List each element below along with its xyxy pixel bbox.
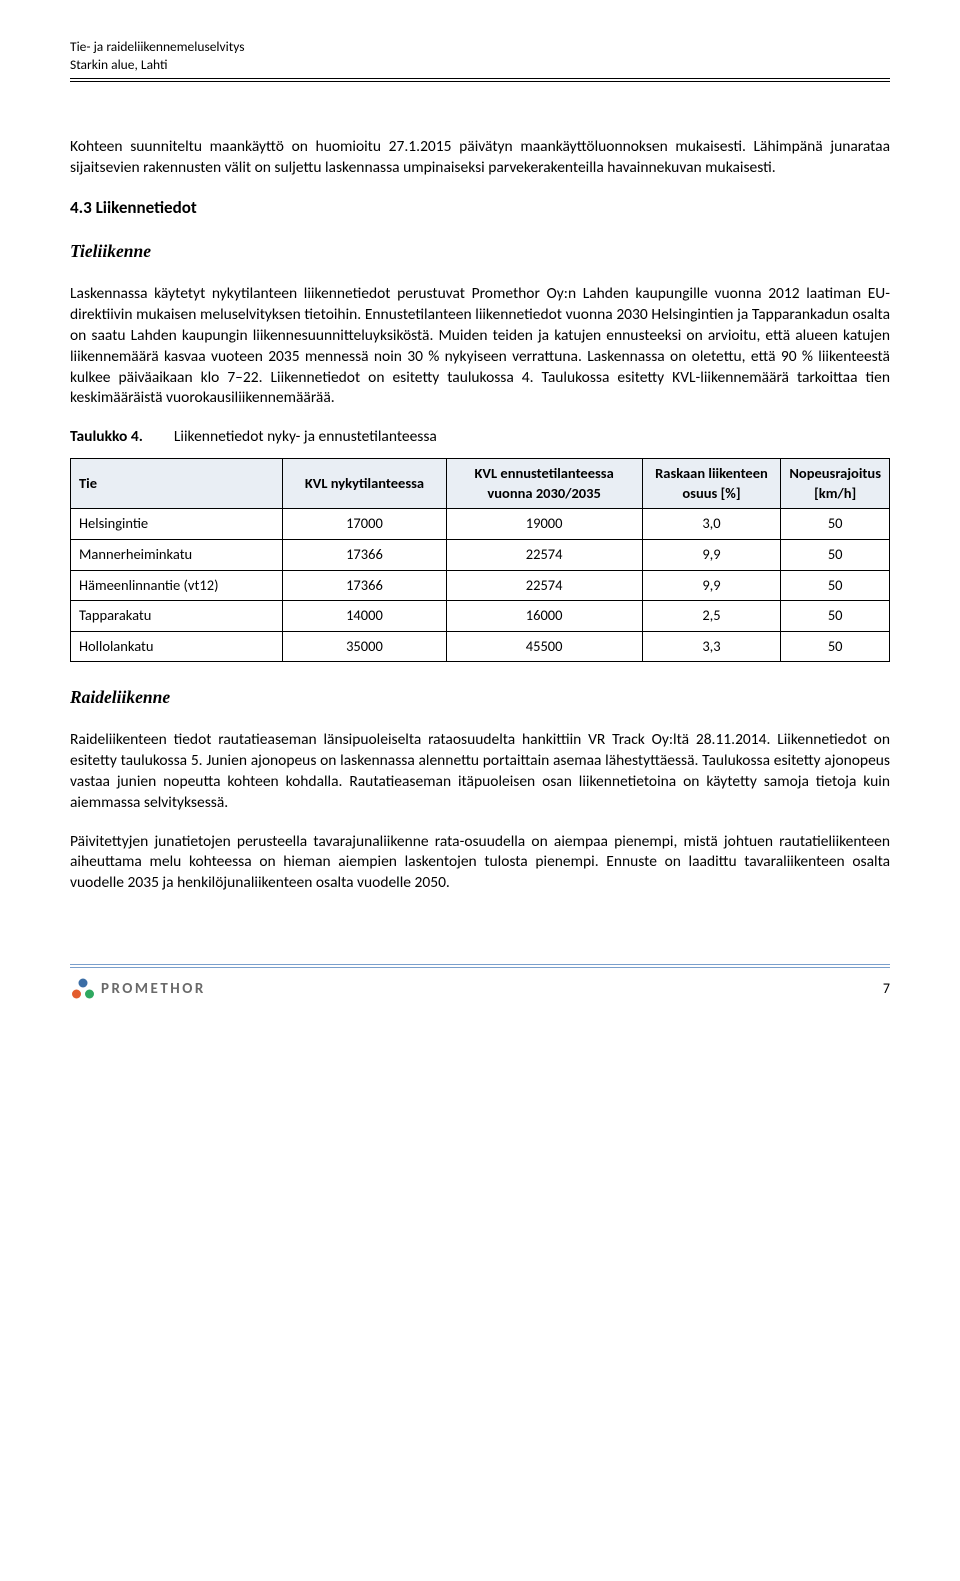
logo-icon (70, 978, 96, 1000)
cell-value: 45500 (446, 631, 642, 662)
page-footer: PROMETHOR 7 (70, 964, 890, 1000)
cell-value: 17000 (283, 509, 446, 540)
cell-value: 50 (781, 631, 890, 662)
cell-value: 3,0 (642, 509, 781, 540)
header-title-1: Tie- ja raideliikennemeluselvitys (70, 38, 890, 56)
cell-tie: Hämeenlinnantie (vt12) (71, 570, 283, 601)
th-tie: Tie (71, 459, 283, 509)
table-row: Hollolankatu35000455003,350 (71, 631, 890, 662)
table-row: Tapparakatu14000160002,550 (71, 601, 890, 632)
table-row: Helsingintie17000190003,050 (71, 509, 890, 540)
footer-rule-2 (70, 967, 890, 968)
th-nopeus: Nopeusrajoitus [km/h] (781, 459, 890, 509)
table-header-row: Tie KVL nykytilanteessa KVL ennustetilan… (71, 459, 890, 509)
table-row: Mannerheiminkatu17366225749,950 (71, 539, 890, 570)
cell-tie: Tapparakatu (71, 601, 283, 632)
header-title-2: Starkin alue, Lahti (70, 56, 890, 74)
paragraph-intro: Kohteen suunniteltu maankäyttö on huomio… (70, 137, 890, 179)
cell-value: 2,5 (642, 601, 781, 632)
cell-value: 9,9 (642, 539, 781, 570)
traffic-table: Tie KVL nykytilanteessa KVL ennustetilan… (70, 458, 890, 662)
cell-value: 22574 (446, 570, 642, 601)
cell-value: 50 (781, 570, 890, 601)
tieliikenne-paragraph: Laskennassa käytetyt nykytilanteen liike… (70, 284, 890, 410)
cell-value: 3,3 (642, 631, 781, 662)
cell-value: 22574 (446, 539, 642, 570)
page-number: 7 (883, 980, 890, 999)
cell-value: 16000 (446, 601, 642, 632)
th-kvl-ennuste: KVL ennustetilanteessa vuonna 2030/2035 (446, 459, 642, 509)
cell-tie: Mannerheiminkatu (71, 539, 283, 570)
cell-tie: Hollolankatu (71, 631, 283, 662)
cell-value: 9,9 (642, 570, 781, 601)
raideliikenne-paragraph-2: Päivitettyjen junatietojen perusteella t… (70, 832, 890, 895)
tieliikenne-heading: Tieliikenne (70, 240, 890, 264)
header-rule (70, 81, 890, 82)
cell-value: 19000 (446, 509, 642, 540)
logo: PROMETHOR (70, 978, 206, 1000)
cell-value: 17366 (283, 539, 446, 570)
table-4-caption: Taulukko 4. Liikennetiedot nyky- ja ennu… (70, 427, 890, 448)
cell-value: 17366 (283, 570, 446, 601)
cell-value: 14000 (283, 601, 446, 632)
th-kvl-nyky: KVL nykytilanteessa (283, 459, 446, 509)
raideliikenne-paragraph-1: Raideliikenteen tiedot rautatieaseman lä… (70, 730, 890, 814)
table-4-label: Taulukko 4. (70, 427, 143, 446)
cell-value: 50 (781, 509, 890, 540)
cell-value: 35000 (283, 631, 446, 662)
cell-tie: Helsingintie (71, 509, 283, 540)
cell-value: 50 (781, 601, 890, 632)
raideliikenne-heading: Raideliikenne (70, 686, 890, 710)
table-4-desc: Liikennetiedot nyky- ja ennustetilantees… (174, 427, 437, 446)
th-raskas: Raskaan liikenteen osuus [%] (642, 459, 781, 509)
footer-rule-1 (70, 964, 890, 965)
cell-value: 50 (781, 539, 890, 570)
logo-text: PROMETHOR (101, 979, 206, 999)
page-header: Tie- ja raideliikennemeluselvitys Starki… (70, 38, 890, 79)
section-4-3-heading: 4.3 Liikennetiedot (70, 197, 890, 220)
table-row: Hämeenlinnantie (vt12)17366225749,950 (71, 570, 890, 601)
